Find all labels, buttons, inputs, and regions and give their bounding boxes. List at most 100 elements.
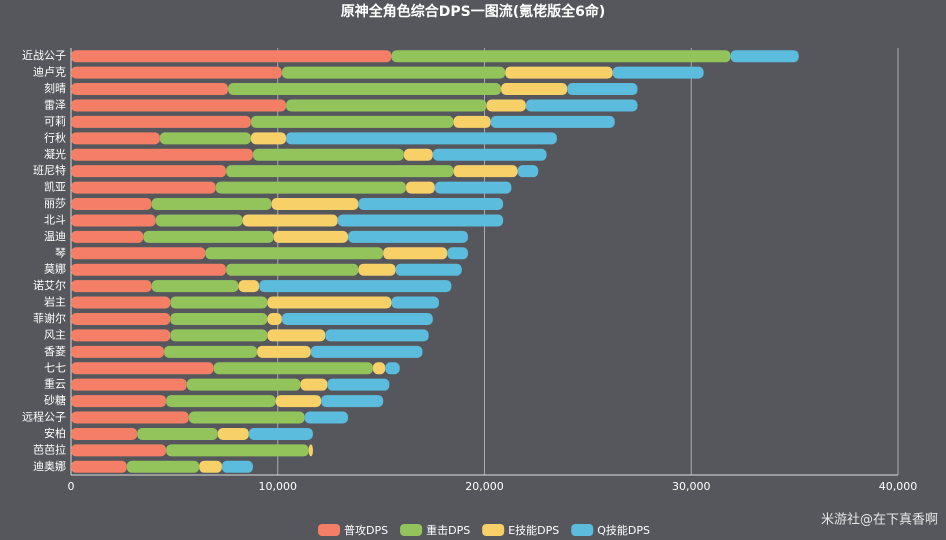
bar-segment [383, 247, 448, 260]
y-tick-label: 雷泽 [44, 98, 66, 111]
bar-segment [308, 444, 313, 457]
y-tick-label: 远程公子 [22, 411, 66, 424]
bar-segment [170, 312, 268, 325]
bar-segment [71, 362, 214, 375]
legend-swatch [400, 524, 423, 536]
bar-segment [71, 181, 216, 194]
bar-segment [267, 296, 392, 309]
bar-segment [228, 83, 502, 96]
bar-segment [71, 263, 227, 276]
bar-segment [217, 427, 249, 440]
bar-segment [71, 312, 171, 325]
y-tick-label: 风主 [44, 328, 66, 341]
x-tick-label: 0 [68, 480, 75, 493]
y-tick-label: 可莉 [44, 115, 66, 128]
bar-segment [281, 66, 506, 79]
bar-segment [372, 362, 386, 375]
y-tick-label: 温迪 [44, 230, 66, 243]
bar-segment [505, 66, 613, 79]
bar-segment [170, 296, 268, 309]
bar-segment [612, 66, 704, 79]
bar-segment [252, 148, 404, 161]
bar-segment [71, 132, 160, 145]
bar-segment [321, 395, 384, 408]
y-tick-label: 菲谢尔 [33, 311, 66, 325]
y-tick-label: 重云 [44, 377, 66, 391]
bar-segment [358, 263, 396, 276]
bar-segment [273, 230, 349, 243]
bar-segment [213, 362, 373, 375]
watermark: 米游社@在下真香啊 [821, 512, 938, 528]
bar-segment [403, 148, 433, 161]
bar-segment [447, 247, 468, 260]
bar-segment [325, 329, 429, 342]
bar-segment [71, 148, 253, 161]
bar-segment [126, 460, 200, 473]
bar-segment [310, 345, 423, 358]
bar-segment [71, 247, 206, 260]
bar-segment [71, 99, 287, 112]
y-tick-label: 迪卢克 [33, 66, 66, 79]
legend-label: 重击DPS [426, 523, 470, 537]
bar-segment [71, 198, 152, 211]
bar-segment [385, 362, 400, 375]
y-tick-label: 琴 [55, 246, 66, 259]
x-tick-label: 40,000 [879, 480, 918, 493]
y-tick-label: 诺艾尔 [33, 279, 66, 292]
y-tick-label: 芭芭拉 [33, 442, 66, 456]
bar-segment [71, 329, 171, 342]
y-tick-label: 砂糖 [44, 393, 66, 407]
y-tick-label: 班尼特 [33, 163, 66, 177]
y-tick-label: 安柏 [44, 426, 66, 440]
bar-segment [71, 345, 165, 358]
x-tick-label: 10,000 [259, 480, 298, 493]
bar-segment [188, 411, 305, 424]
bar-segment [143, 230, 274, 243]
bar-segment [155, 214, 243, 227]
bar-segment [226, 263, 359, 276]
bar-segment [164, 345, 258, 358]
y-tick-label: 北斗 [44, 213, 66, 226]
bar-segment [453, 165, 518, 178]
legend-label: E技能DPS [508, 523, 559, 537]
chart-title: 原神全角色综合DPS一图流(氪佬版全6命) [341, 3, 606, 20]
bar-segment [71, 395, 167, 408]
bar-segment [275, 395, 322, 408]
bar-segment [137, 427, 218, 440]
bar-segment [267, 329, 326, 342]
bar-segment [71, 83, 229, 96]
bar-segment [259, 280, 452, 293]
y-tick-label: 莫娜 [44, 262, 66, 276]
bar-segment [238, 280, 260, 293]
y-tick-label: 刻晴 [44, 81, 66, 95]
bar-segment [215, 181, 406, 194]
bar-segment [432, 148, 547, 161]
y-tick-label: 七七 [44, 361, 66, 374]
bar-segment [730, 50, 799, 63]
y-tick-label: 近战公子 [22, 49, 66, 62]
bar-segment [242, 214, 338, 227]
x-tick-label: 20,000 [465, 480, 504, 493]
legend-swatch [571, 524, 594, 536]
bar-segment [453, 115, 491, 128]
y-tick-label: 行秋 [44, 130, 66, 144]
bar-segment [405, 181, 435, 194]
bar-segment [151, 280, 239, 293]
bar-segment [170, 329, 268, 342]
y-tick-label: 凝光 [44, 147, 66, 161]
bar-segment [71, 280, 152, 293]
bar-segment [300, 378, 328, 391]
bar-segment [358, 198, 504, 211]
bar-segment [304, 411, 349, 424]
bar-segment [166, 395, 276, 408]
legend-label: 普攻DPS [344, 523, 388, 537]
bar-segment [248, 427, 313, 440]
bar-segment [348, 230, 468, 243]
bar-segment [151, 198, 272, 211]
bar-segment [71, 50, 392, 63]
bar-segment [71, 230, 144, 243]
bar-segment [395, 263, 462, 276]
bar-segment [71, 460, 127, 473]
y-tick-label: 香菱 [44, 345, 66, 358]
